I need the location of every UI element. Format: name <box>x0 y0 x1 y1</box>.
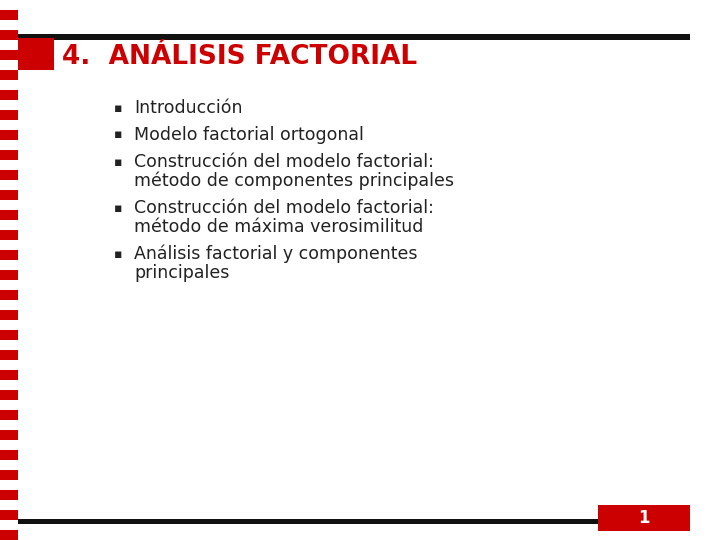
Bar <box>0 440 18 450</box>
Bar <box>0 60 18 70</box>
Bar <box>0 20 18 30</box>
Bar <box>0 450 18 460</box>
Bar <box>0 270 18 280</box>
Bar <box>0 100 18 110</box>
Bar <box>0 70 18 80</box>
Bar <box>0 320 18 330</box>
Bar <box>0 410 18 420</box>
Bar <box>0 430 18 440</box>
Bar <box>0 230 18 240</box>
Text: ▪: ▪ <box>114 156 122 168</box>
Text: Construcción del modelo factorial:: Construcción del modelo factorial: <box>134 199 434 217</box>
Bar <box>0 80 18 90</box>
Text: principales: principales <box>134 264 230 282</box>
Bar <box>0 290 18 300</box>
Bar <box>0 50 18 60</box>
Bar <box>0 370 18 380</box>
Bar <box>0 110 18 120</box>
Bar <box>0 200 18 210</box>
Bar <box>0 40 18 50</box>
Bar <box>0 330 18 340</box>
Bar <box>0 390 18 400</box>
Bar <box>0 90 18 100</box>
Bar <box>0 310 18 320</box>
Bar <box>18 519 690 524</box>
Bar <box>0 220 18 230</box>
Text: método de componentes principales: método de componentes principales <box>134 172 454 190</box>
Bar <box>0 350 18 360</box>
Bar <box>0 480 18 490</box>
Text: ▪: ▪ <box>114 102 122 114</box>
Text: 4.  ANÁLISIS FACTORIAL: 4. ANÁLISIS FACTORIAL <box>62 44 417 70</box>
Text: Introducción: Introducción <box>134 99 243 117</box>
Bar <box>0 520 18 530</box>
Bar <box>0 500 18 510</box>
Text: Construcción del modelo factorial:: Construcción del modelo factorial: <box>134 153 434 171</box>
Bar <box>0 120 18 130</box>
Bar <box>0 210 18 220</box>
Text: método de máxima verosimilitud: método de máxima verosimilitud <box>134 218 423 236</box>
Bar <box>0 170 18 180</box>
Bar <box>598 505 690 531</box>
Bar <box>18 34 690 40</box>
Text: ▪: ▪ <box>114 129 122 141</box>
Text: Modelo factorial ortogonal: Modelo factorial ortogonal <box>134 126 364 144</box>
Bar <box>0 130 18 140</box>
Bar <box>0 380 18 390</box>
Bar <box>0 460 18 470</box>
Bar <box>0 300 18 310</box>
Bar <box>0 260 18 270</box>
Bar <box>0 0 18 10</box>
Bar <box>0 340 18 350</box>
Text: ▪: ▪ <box>114 247 122 260</box>
Bar <box>0 140 18 150</box>
Bar <box>0 240 18 250</box>
Bar <box>0 30 18 40</box>
Bar <box>0 150 18 160</box>
Bar <box>0 250 18 260</box>
Bar <box>0 10 18 20</box>
Bar <box>0 280 18 290</box>
Bar <box>0 530 18 540</box>
Text: Análisis factorial y componentes: Análisis factorial y componentes <box>134 245 418 263</box>
Bar <box>0 190 18 200</box>
Bar <box>0 490 18 500</box>
Bar <box>0 400 18 410</box>
Text: ▪: ▪ <box>114 201 122 214</box>
Text: 1: 1 <box>638 509 649 527</box>
Bar <box>0 360 18 370</box>
Bar <box>0 160 18 170</box>
Bar <box>0 510 18 520</box>
Bar <box>0 470 18 480</box>
Bar <box>0 180 18 190</box>
Bar <box>18 38 54 70</box>
Bar <box>0 420 18 430</box>
